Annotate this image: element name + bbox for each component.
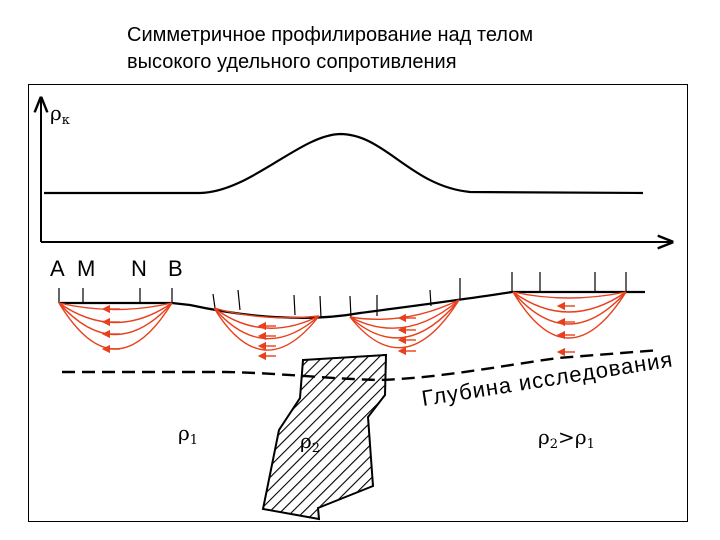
current-lines-group-4: [512, 291, 627, 357]
current-lines-group-1: [58, 302, 173, 354]
electrode-b-label: B: [168, 256, 183, 281]
rho1-label: ρ1: [178, 421, 199, 448]
current-lines-group-2: [213, 307, 320, 361]
current-lines-group-3: [349, 299, 460, 356]
diagram-title: Симметричное профилирование над телом вы…: [127, 22, 533, 76]
electrode-m-label: M: [77, 256, 96, 281]
electrode-ticks: [58, 272, 627, 319]
ground-surface: [60, 290, 645, 319]
resistivity-curve: [44, 132, 644, 195]
depth-label: Глубина исследования: [420, 346, 675, 410]
depth-line: [62, 348, 661, 382]
electrode-n-label: N: [131, 256, 147, 281]
axes: [41, 98, 672, 242]
resistivity-relation: ρ2>ρ1: [538, 425, 595, 452]
y-axis-label: ρк: [50, 101, 70, 128]
diagram-frame: [28, 84, 688, 522]
title-line-2: высокого удельного сопротивления: [127, 51, 457, 73]
resistive-body: [261, 353, 388, 521]
rho2-label: ρ2: [300, 429, 321, 456]
title-line-1: Симметричное профилирование над телом: [127, 24, 534, 46]
electrode-a-label: A: [50, 256, 65, 281]
